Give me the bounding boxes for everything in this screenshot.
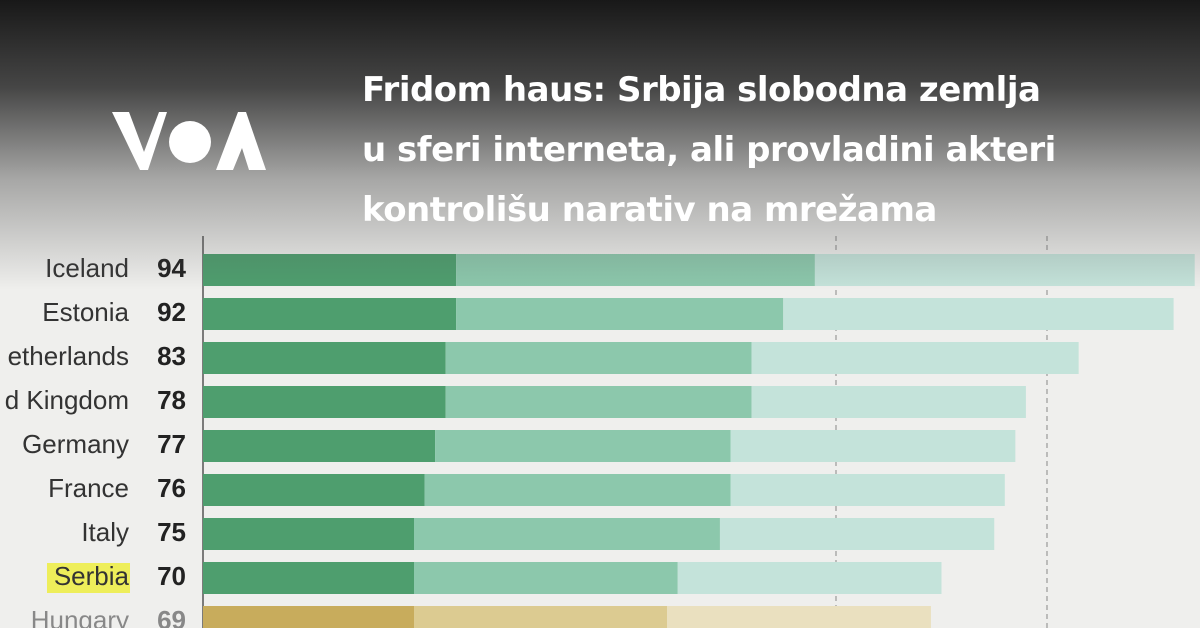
- chart-bar-segment: [677, 562, 942, 594]
- chart-bar-segment: [203, 386, 446, 418]
- chart-bar-segment: [783, 298, 1174, 330]
- chart-highlight-marker: [47, 563, 130, 593]
- chart-bar-segment: [456, 254, 815, 286]
- chart-category-label: France: [48, 473, 129, 503]
- chart-bar-segment: [445, 386, 752, 418]
- chart-bar-segment: [414, 606, 668, 628]
- chart-bar-segment: [203, 562, 414, 594]
- chart-bar-segment: [751, 386, 1026, 418]
- chart-category-label: Estonia: [42, 297, 129, 327]
- chart-bar-segment: [424, 474, 731, 506]
- voa-logo: [112, 108, 266, 174]
- chart-data-label: 78: [157, 385, 186, 415]
- headline-line-1: Fridom haus: Srbija slobodna zemlja: [362, 70, 1041, 110]
- chart-bar-segment: [435, 430, 731, 462]
- voa-logo-icon: [112, 112, 266, 170]
- chart-bar-segment: [203, 342, 446, 374]
- chart-bar-segment: [667, 606, 931, 628]
- chart-category-label: Italy: [81, 517, 129, 547]
- headline: Fridom haus: Srbija slobodna zemlja u sf…: [362, 60, 1182, 240]
- chart-data-label: 77: [157, 429, 186, 459]
- chart-bar-segment: [203, 606, 414, 628]
- chart-data-label: 69: [157, 605, 186, 628]
- chart-data-label: 70: [157, 561, 186, 591]
- headline-line-3: kontrolišu narativ na mrežama: [362, 190, 937, 230]
- chart-bar-segment: [414, 562, 678, 594]
- chart-category-label: Serbia: [54, 561, 130, 591]
- chart-category-label: etherlands: [8, 341, 129, 371]
- chart-bar-segment: [814, 254, 1195, 286]
- chart-bar-segment: [719, 518, 995, 550]
- chart-data-label: 76: [157, 473, 186, 503]
- chart-data-label: 75: [157, 517, 186, 547]
- chart-bar-segment: [730, 474, 1005, 506]
- chart-bar-segment: [203, 430, 436, 462]
- chart-bar-segment: [203, 474, 425, 506]
- chart-bar-segment: [203, 298, 457, 330]
- chart-data-label: 94: [157, 253, 186, 283]
- chart-data-label: 92: [157, 297, 186, 327]
- chart-category-label: Iceland: [45, 253, 129, 283]
- chart-category-label: Germany: [22, 429, 129, 459]
- chart-bar-segment: [445, 342, 752, 374]
- chart-bar-segment: [203, 518, 414, 550]
- chart-bar-segment: [730, 430, 1016, 462]
- headline-line-2: u sferi interneta, ali provladini akteri: [362, 130, 1056, 170]
- chart-bar-segment: [456, 298, 784, 330]
- chart-category-label: Hungary: [31, 605, 129, 628]
- chart-bar-segment: [203, 254, 457, 286]
- chart-bar-segment: [751, 342, 1079, 374]
- chart-category-label: d Kingdom: [5, 385, 129, 415]
- chart-data-label: 83: [157, 341, 186, 371]
- chart-bar-segment: [414, 518, 720, 550]
